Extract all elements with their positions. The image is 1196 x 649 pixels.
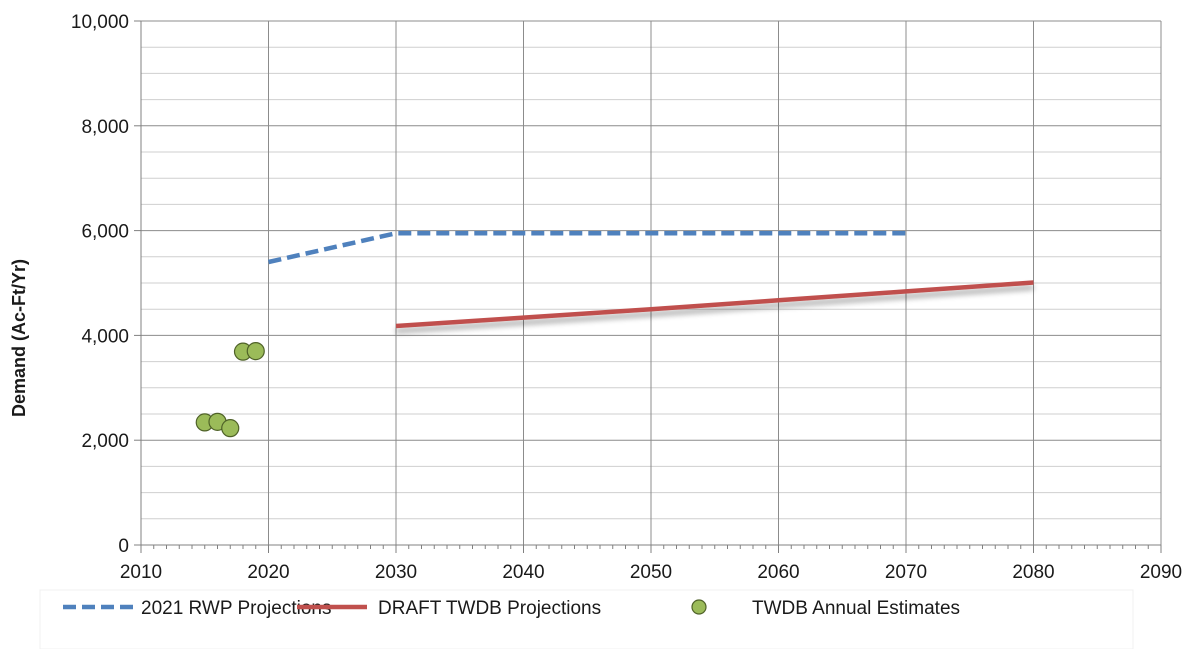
x-tick-label: 2020 [247,562,289,583]
x-tick-label: 2050 [630,562,672,583]
x-tick-label: 2030 [375,562,417,583]
series-layer [195,230,1034,438]
major-gridlines [141,20,1162,545]
x-tick-label: 2070 [885,562,927,583]
y-tick-label: 0 [118,536,129,557]
scatter-point [221,419,240,438]
legend-label-3: TWDB Annual Estimates [752,598,960,619]
x-tick-label: 2010 [120,562,162,583]
x-tick-label: 2090 [1140,562,1182,583]
legend-box [39,589,1134,649]
series-line-1 [268,230,906,265]
legend-label-2: DRAFT TWDB Projections [378,598,601,619]
legend-label-1: 2021 RWP Projections [141,598,331,619]
legend: 2021 RWP Projections DRAFT TWDB Projectio… [39,589,1134,649]
legend-marker-3 [691,599,707,615]
y-tick-label: 4,000 [81,326,129,347]
y-axis-title: Demand (Ac-Ft/Yr) [9,259,29,417]
y-tick-label: 2,000 [81,431,129,452]
x-tick-label: 2040 [502,562,544,583]
y-tick-label: 6,000 [81,222,129,243]
scatter-point [246,342,265,361]
x-tick-label: 2080 [1012,562,1054,583]
y-tick-label: 8,000 [81,117,129,138]
y-tick-label: 10,000 [71,12,129,33]
series-line-2 [395,280,1034,329]
axes [134,20,1162,553]
tick-labels: 0 2,000 4,000 6,000 8,000 10,000 2010 2020 2030 2… [71,12,1182,583]
x-tick-label: 2060 [757,562,799,583]
